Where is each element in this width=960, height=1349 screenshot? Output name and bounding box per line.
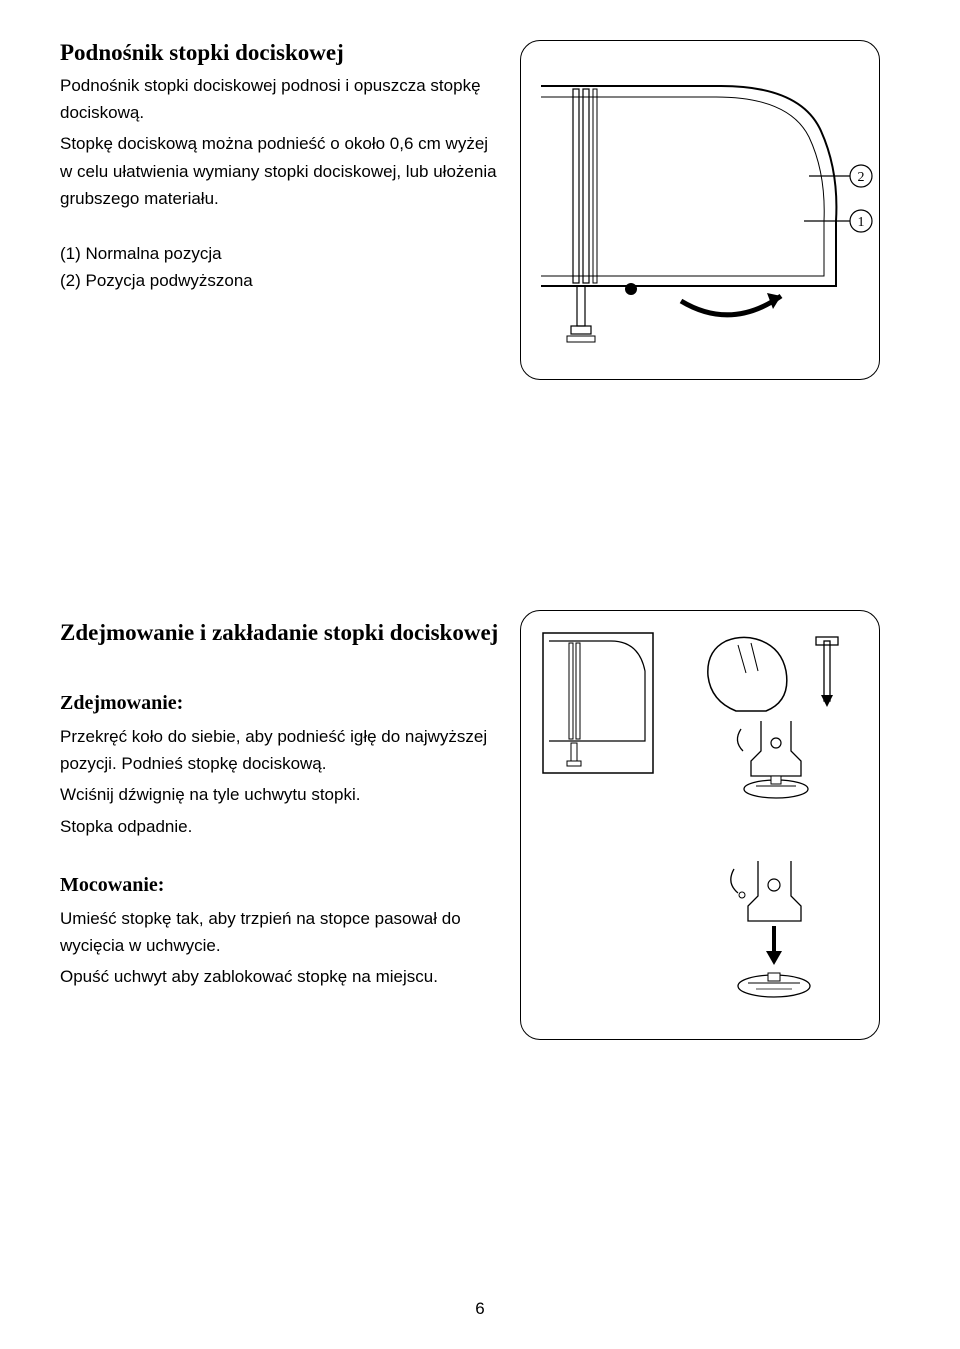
section1-p2: Stopkę dociskową można podnieść o około … (60, 130, 500, 212)
diagram-lever: 1 2 (520, 40, 880, 380)
section2-p2: Wciśnij dźwignię na tyle uchwytu stopki. (60, 781, 500, 808)
section2-p4: Umieść stopkę tak, aby trzpień na stopce… (60, 905, 500, 959)
section2-p1: Przekręć koło do siebie, aby podnieść ig… (60, 723, 500, 777)
section2-title: Zdejmowanie i zakładanie stopki dociskow… (60, 620, 500, 646)
section1-item2: (2) Pozycja podwyższona (60, 267, 500, 294)
section2-p3: Stopka odpadnie. (60, 813, 500, 840)
section1-title: Podnośnik stopki dociskowej (60, 40, 500, 66)
section1-p1: Podnośnik stopki dociskowej podnosi i op… (60, 72, 500, 126)
section1-item1: (1) Normalna pozycja (60, 240, 500, 267)
callout-1-label: 1 (858, 215, 865, 230)
callout-2-label: 2 (858, 170, 865, 185)
section2-sub1: Zdejmowanie: (60, 692, 500, 715)
section2-p5: Opuść uchwyt aby zablokować stopkę na mi… (60, 963, 500, 990)
page-number: 6 (0, 1299, 960, 1319)
section2-sub2: Mocowanie: (60, 874, 500, 897)
diagram-foot-change (520, 610, 880, 1040)
